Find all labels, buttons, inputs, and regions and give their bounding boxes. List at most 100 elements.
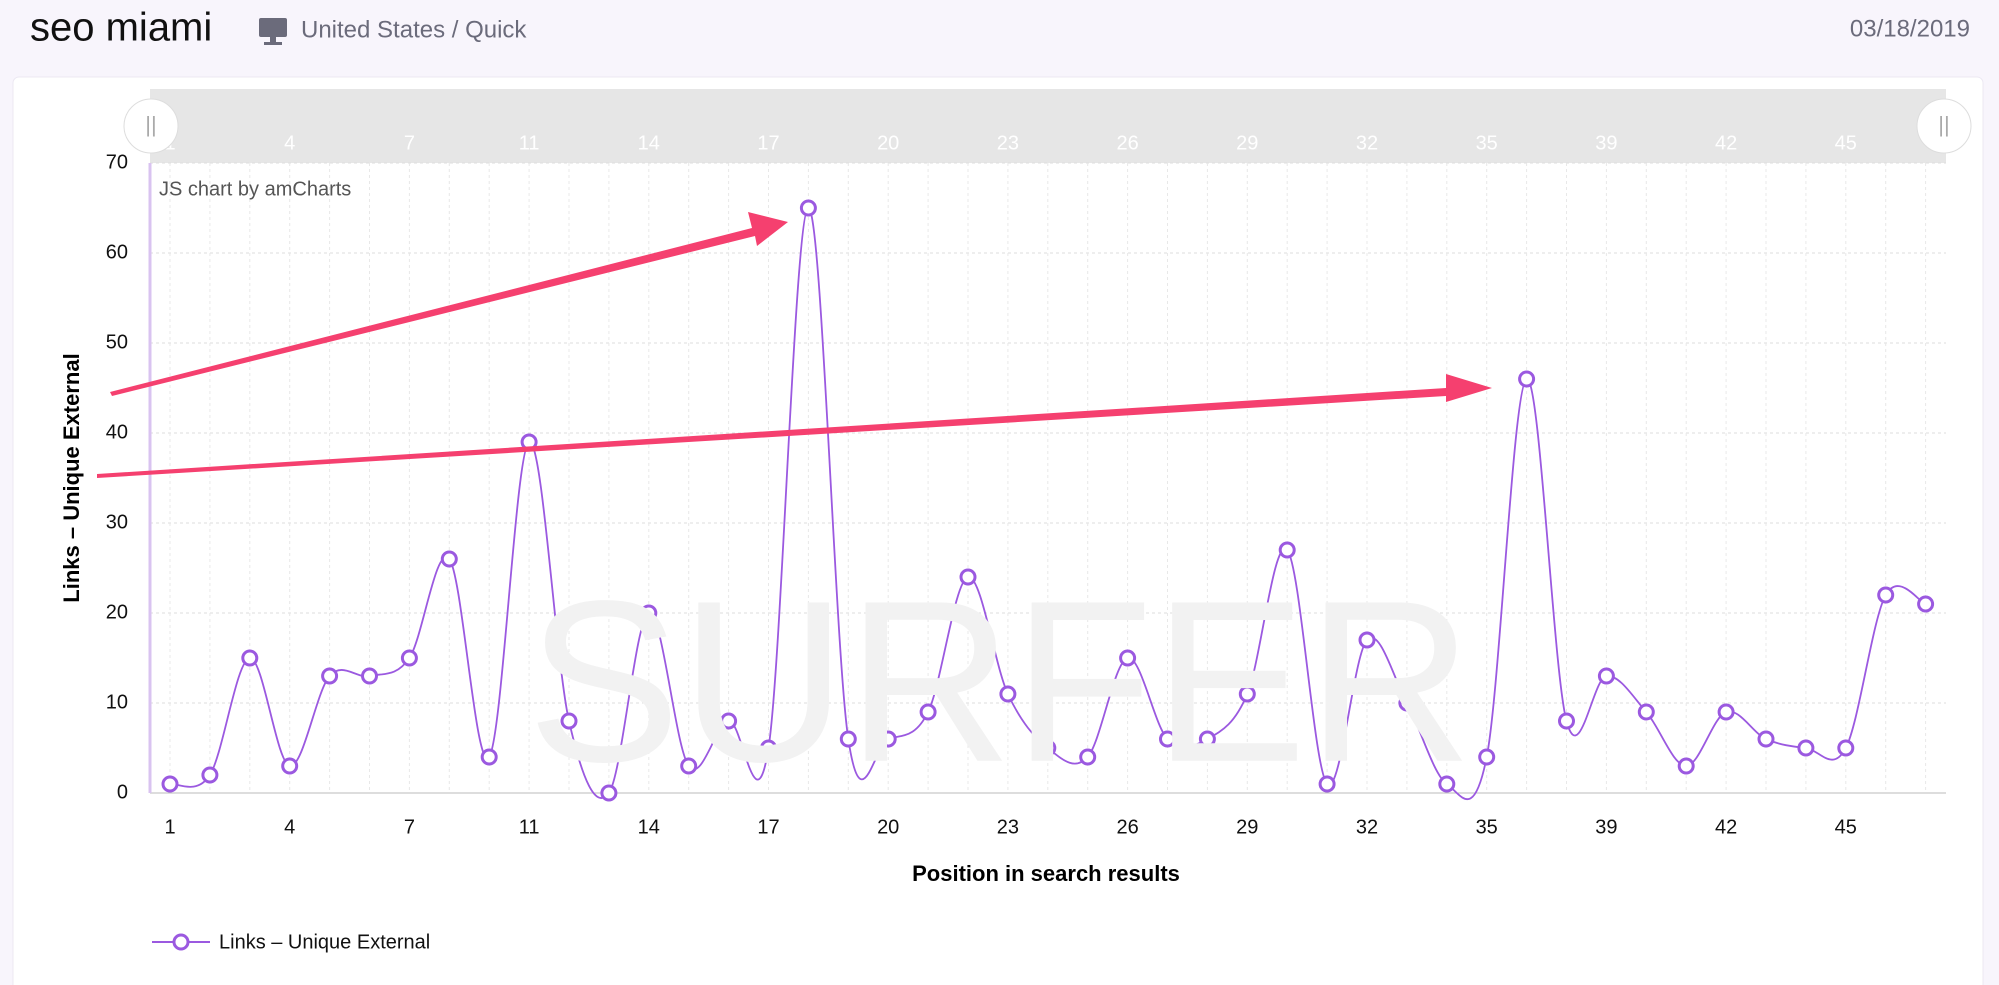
point [1238, 685, 1256, 703]
point [799, 199, 817, 217]
point [1358, 631, 1376, 649]
point [879, 730, 897, 748]
point [640, 604, 658, 622]
scrollbar-label: 7 [404, 132, 415, 154]
x-tick-label: 20 [877, 816, 899, 838]
x-tick-label: 39 [1595, 816, 1617, 838]
point [400, 649, 418, 667]
y-tick-label: 20 [106, 601, 128, 623]
scrollbar-label: 11 [519, 132, 540, 154]
point [1797, 739, 1815, 757]
point [1877, 586, 1895, 604]
y-tick-label: 10 [106, 691, 128, 713]
point [1478, 748, 1496, 766]
point [161, 775, 179, 793]
point [560, 712, 578, 730]
legend: Links – Unique External [152, 931, 430, 953]
point [1159, 730, 1176, 748]
point [1518, 370, 1536, 388]
scrollbar-label: 45 [1835, 132, 1857, 154]
date: 03/18/2019 [1850, 15, 1970, 42]
point [440, 550, 458, 568]
scrollbar-label: 35 [1476, 132, 1498, 154]
point [1119, 649, 1137, 667]
monitor-icon [259, 18, 287, 45]
y-tick-label: 30 [106, 511, 128, 533]
point [680, 757, 698, 775]
legend-label: Links – Unique External [219, 931, 430, 953]
scrollbar-label: 29 [1236, 132, 1258, 154]
x-tick-label: 17 [757, 816, 779, 838]
point [281, 757, 299, 775]
credit: JS chart by amCharts [159, 178, 351, 200]
x-tick-label: 14 [638, 816, 660, 838]
scroll-handle[interactable] [1916, 98, 1972, 154]
plot: 0102030405060701144771111141417172020232… [106, 132, 1946, 838]
scrollbar-label: 42 [1715, 132, 1737, 154]
scroll-handle[interactable] [123, 98, 179, 154]
x-tick-label: 35 [1476, 816, 1498, 838]
point [321, 667, 339, 685]
scrollbar-label: 14 [638, 132, 660, 154]
y-tick-label: 60 [106, 241, 128, 263]
x-tick-label: 11 [519, 816, 540, 838]
point [1198, 730, 1216, 748]
point [1717, 703, 1735, 721]
point [241, 649, 259, 667]
point [1039, 739, 1057, 757]
y-tick-label: 0 [117, 781, 128, 803]
x-tick-label: 4 [284, 816, 295, 838]
page-title: seo miami [30, 6, 212, 50]
scrollbar-label: 4 [284, 132, 295, 154]
point [1278, 541, 1296, 559]
point [1438, 775, 1456, 793]
scrollbar-label: 23 [997, 132, 1019, 154]
point [1837, 739, 1855, 757]
scrollbar-label: 17 [757, 132, 779, 154]
x-tick-label: 32 [1356, 816, 1378, 838]
x-tick-label: 23 [997, 816, 1019, 838]
point [1558, 712, 1575, 730]
handle-grip: || [1938, 112, 1949, 137]
point [1318, 775, 1336, 793]
point [1597, 667, 1615, 685]
x-tick-label: 45 [1835, 816, 1857, 838]
point [1677, 757, 1695, 775]
x-tick-label: 7 [404, 816, 415, 838]
x-tick-label: 26 [1116, 816, 1138, 838]
x-tick-label: 42 [1715, 816, 1737, 838]
point [1757, 730, 1775, 748]
point [1637, 703, 1655, 721]
x-tick-label: 29 [1236, 816, 1258, 838]
scrollbar [150, 89, 1946, 163]
point [720, 712, 738, 730]
x-axis-title: Position in search results [912, 861, 1180, 886]
scrollbar-label: 20 [877, 132, 899, 154]
location: United States / Quick [301, 16, 527, 43]
point [1398, 694, 1416, 712]
point [600, 784, 618, 802]
handle-grip: || [145, 112, 156, 137]
card [12, 76, 1984, 985]
point [839, 730, 857, 748]
scrollbar-label: 32 [1356, 132, 1378, 154]
y-tick-label: 40 [106, 421, 128, 443]
scrollbar-label: 39 [1595, 132, 1617, 154]
y-tick-label: 50 [106, 331, 128, 353]
point [1079, 748, 1097, 766]
x-tick-label: 1 [164, 816, 175, 838]
point [1917, 595, 1935, 613]
point [919, 703, 937, 721]
y-tick-label: 70 [106, 151, 128, 173]
point [959, 568, 977, 586]
point [999, 685, 1017, 703]
watermark: SURFER [527, 553, 1473, 810]
scrollbar-label: 26 [1116, 132, 1138, 154]
y-axis-title: Links – Unique External [59, 353, 84, 602]
annotation-arrows [97, 212, 1492, 478]
point [760, 739, 777, 757]
point [361, 667, 378, 685]
legend-marker [172, 933, 190, 951]
point [201, 766, 219, 784]
